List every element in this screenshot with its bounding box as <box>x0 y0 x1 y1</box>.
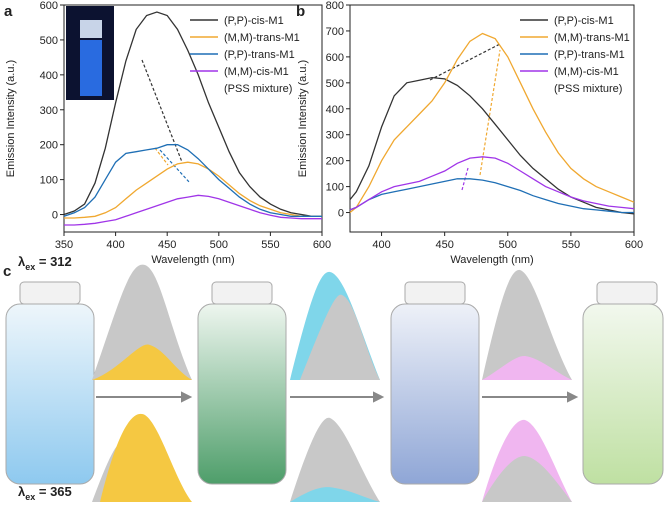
x-tick-label: 400 <box>106 239 124 251</box>
y-tick-label: 0 <box>52 210 58 222</box>
x-tick-label: 500 <box>210 239 228 251</box>
y-tick-label: 400 <box>40 70 58 82</box>
series-line <box>63 144 322 217</box>
y-tick-label: 200 <box>326 156 344 168</box>
x-tick-label: 450 <box>158 239 176 251</box>
subscript: ex <box>25 492 35 502</box>
y-tick-label: 300 <box>40 105 58 117</box>
inset-photo <box>66 6 114 100</box>
series-line <box>349 76 635 215</box>
y-axis-label: Emission Intensity (a.u.) <box>297 60 309 177</box>
legend-label: (P,P)-trans-M1 <box>224 49 295 61</box>
reaction-arrows <box>96 391 579 403</box>
excitation-label: λex = 365 <box>18 484 72 502</box>
y-tick-label: 800 <box>326 0 344 12</box>
x-tick-label: 350 <box>55 239 73 251</box>
x-axis-label: Wavelength (nm) <box>450 254 533 266</box>
plot-frame <box>63 4 323 233</box>
series-line <box>63 11 322 217</box>
series-line <box>64 194 322 226</box>
plot-frame <box>349 4 635 233</box>
y-tick-label: 700 <box>326 26 344 38</box>
legend-label: (P,P)-cis-M1 <box>224 15 284 27</box>
legend-label: (P,P)-cis-M1 <box>554 15 614 27</box>
legend-label: (M,M)-cis-M1 <box>554 66 619 78</box>
x-tick-label: 500 <box>499 239 517 251</box>
x-tick-label: 550 <box>261 239 279 251</box>
y-tick-label: 600 <box>326 52 344 64</box>
y-tick-label: 100 <box>326 182 344 194</box>
x-tick-label: 600 <box>625 239 643 251</box>
y-axis-label: Emission Intensity (a.u.) <box>5 60 17 177</box>
y-tick-label: 300 <box>326 130 344 142</box>
x-tick-label: 550 <box>562 239 580 251</box>
series-line <box>349 32 635 214</box>
y-tick-label: 200 <box>40 140 58 152</box>
y-tick-label: 100 <box>40 175 58 187</box>
symbol: λ <box>18 484 26 499</box>
legend-label: (P,P)-trans-M1 <box>554 49 625 61</box>
panel-label: a <box>4 3 13 20</box>
y-tick-label: 600 <box>40 0 58 12</box>
excitation-value: = 312 <box>35 254 72 269</box>
series-line <box>349 178 634 214</box>
x-axis-label: Wavelength (nm) <box>151 254 234 266</box>
subscript: ex <box>25 262 35 272</box>
legend-note: (PSS mixture) <box>554 83 622 95</box>
excitation-value: = 365 <box>35 484 72 499</box>
vials <box>5 281 664 485</box>
series-line <box>349 156 635 211</box>
y-tick-label: 0 <box>338 208 344 220</box>
legend-label: (M,M)-trans-M1 <box>554 32 630 44</box>
panel-label: c <box>3 263 11 280</box>
panel-label: b <box>296 3 305 20</box>
mini-spectra <box>92 264 572 502</box>
arrows-a <box>141 59 191 184</box>
y-tick-label: 500 <box>326 78 344 90</box>
y-tick-label: 500 <box>40 35 58 47</box>
legend-label: (M,M)-trans-M1 <box>224 32 300 44</box>
y-tick-label: 400 <box>326 104 344 116</box>
legend-note: (PSS mixture) <box>224 83 292 95</box>
excitation-label: λex = 312 <box>18 254 72 272</box>
x-tick-label: 400 <box>372 239 390 251</box>
series-line <box>64 161 322 219</box>
x-tick-label: 600 <box>313 239 331 251</box>
x-tick-label: 450 <box>435 239 453 251</box>
symbol: λ <box>18 254 26 269</box>
legend-label: (M,M)-cis-M1 <box>224 66 289 78</box>
